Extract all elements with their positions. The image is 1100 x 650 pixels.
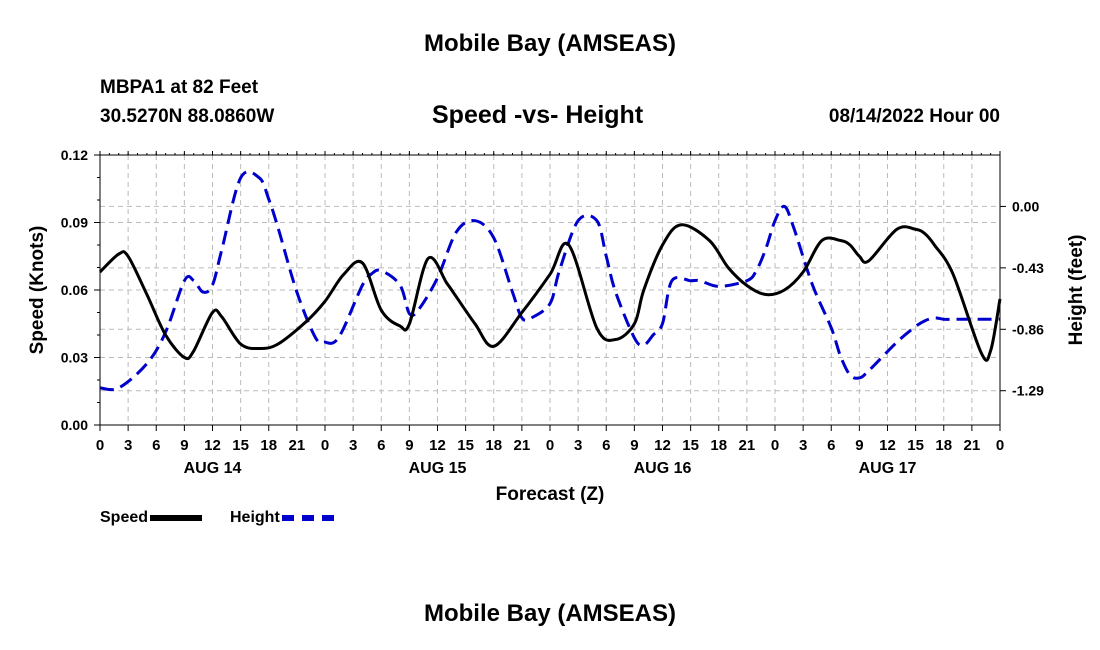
- legend-swatch-height: [281, 515, 334, 521]
- x-axis-title: Forecast (Z): [496, 484, 605, 505]
- day-label: AUG 16: [634, 460, 692, 477]
- axis-ticks: [94, 151, 1006, 431]
- x-tick-label: 0: [996, 437, 1004, 454]
- y-right-tick-label: -1.29: [1012, 383, 1044, 399]
- x-tick-label: 21: [514, 437, 531, 454]
- x-tick-label: 6: [152, 437, 160, 454]
- x-tick-label: 15: [232, 437, 249, 454]
- x-tick-label: 3: [349, 437, 357, 454]
- y-right-axis-title: Height (feet): [1066, 235, 1087, 346]
- station-coordinates: 30.5270N 88.0860W: [100, 106, 275, 127]
- legend-item-height: Height: [230, 509, 334, 527]
- y-left-tick-label: 0.06: [61, 282, 88, 298]
- forecast-date: 08/14/2022 Hour 00: [828, 106, 1000, 127]
- x-tick-label: 3: [574, 437, 582, 454]
- y-left-tick-label: 0.03: [61, 350, 88, 366]
- x-tick-label: 6: [602, 437, 610, 454]
- y-right-tick-label: -0.86: [1012, 321, 1044, 337]
- day-label: AUG 15: [409, 460, 467, 477]
- chart-grid: [100, 155, 1000, 425]
- x-tick-label: 3: [124, 437, 132, 454]
- chart-title: Mobile Bay (AMSEAS): [423, 30, 677, 57]
- day-label: AUG 14: [184, 460, 242, 477]
- series-line-speed: [98, 223, 1002, 362]
- x-tick-label: 21: [964, 437, 981, 454]
- x-tick-label: 15: [457, 437, 474, 454]
- day-label: AUG 17: [859, 460, 917, 477]
- x-tick-label: 12: [429, 437, 446, 454]
- y-left-axis-title: Speed (Knots): [27, 226, 48, 355]
- x-tick-label: 15: [682, 437, 699, 454]
- series-line-height: [99, 170, 1000, 392]
- x-tick-label: 21: [739, 437, 756, 454]
- x-tick-label: 9: [855, 437, 863, 454]
- x-tick-label: 0: [321, 437, 329, 454]
- legend-item-speed: Speed: [100, 509, 203, 527]
- x-tick-label: 18: [260, 437, 277, 454]
- y-right-tick-label: -0.43: [1012, 260, 1044, 276]
- axis-labels: 0 3 6 9 12 15 18 21 0 3 6 9 12 15 18 21 0 3 6 9 12 15 18 21 0 3 6 9…: [27, 147, 1087, 505]
- x-tick-label: 9: [180, 437, 188, 454]
- x-tick-label: 18: [935, 437, 952, 454]
- x-tick-label: 6: [827, 437, 835, 454]
- x-tick-label: 9: [405, 437, 413, 454]
- x-tick-label: 18: [485, 437, 502, 454]
- y-left-tick-label: 0.12: [61, 147, 88, 163]
- x-tick-label: 9: [630, 437, 638, 454]
- x-tick-label: 12: [654, 437, 671, 454]
- x-tick-label: 0: [771, 437, 779, 454]
- x-tick-label: 15: [907, 437, 924, 454]
- x-tick-label: 12: [879, 437, 896, 454]
- y-left-tick-label: 0.00: [61, 417, 88, 433]
- x-tick-label: 21: [289, 437, 306, 454]
- series-layer: [98, 170, 1002, 392]
- chart-subtitle: Speed -vs- Height: [432, 101, 644, 129]
- x-tick-label: 0: [96, 437, 104, 454]
- station-name: MBPA1 at 82 Feet: [100, 77, 259, 98]
- y-right-tick-label: 0.00: [1012, 198, 1039, 214]
- x-tick-label: 0: [546, 437, 554, 454]
- footer-title: Mobile Bay (AMSEAS): [423, 600, 677, 627]
- x-tick-label: 3: [799, 437, 807, 454]
- x-tick-label: 6: [377, 437, 385, 454]
- x-tick-label: 12: [204, 437, 221, 454]
- x-tick-label: 18: [710, 437, 727, 454]
- y-left-tick-label: 0.09: [61, 215, 88, 231]
- legend-label-height: Height: [230, 509, 280, 526]
- legend-label-speed: Speed: [100, 509, 149, 526]
- legend-swatch-speed: [150, 515, 203, 521]
